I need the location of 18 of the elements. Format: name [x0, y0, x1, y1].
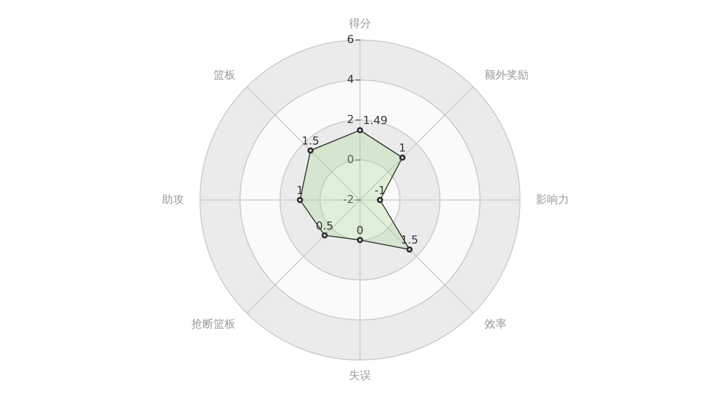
y-tick-label: 6 — [347, 33, 354, 46]
y-tick-label: -2 — [343, 193, 354, 206]
data-label: 1.49 — [363, 114, 388, 128]
spoke-label: 效率 — [484, 317, 506, 330]
data-label: 1 — [398, 142, 406, 155]
data-label: -1 — [374, 184, 386, 197]
spoke-label: 额外奖励 — [484, 68, 528, 82]
spoke-label: 失误 — [349, 369, 371, 382]
data-label: 1.5 — [302, 134, 320, 148]
spoke-label: 篮板 — [214, 68, 236, 82]
y-tick-label: 0 — [347, 153, 354, 166]
spoke-label: 抢断篮板 — [192, 317, 236, 330]
spoke-label: 得分 — [349, 17, 371, 30]
spoke-label: 影响力 — [536, 193, 569, 206]
y-tick-label: 2 — [347, 113, 354, 126]
y-tick-label: 4 — [347, 73, 354, 86]
spoke-label: 助攻 — [162, 193, 184, 206]
data-label: 0 — [356, 224, 364, 237]
